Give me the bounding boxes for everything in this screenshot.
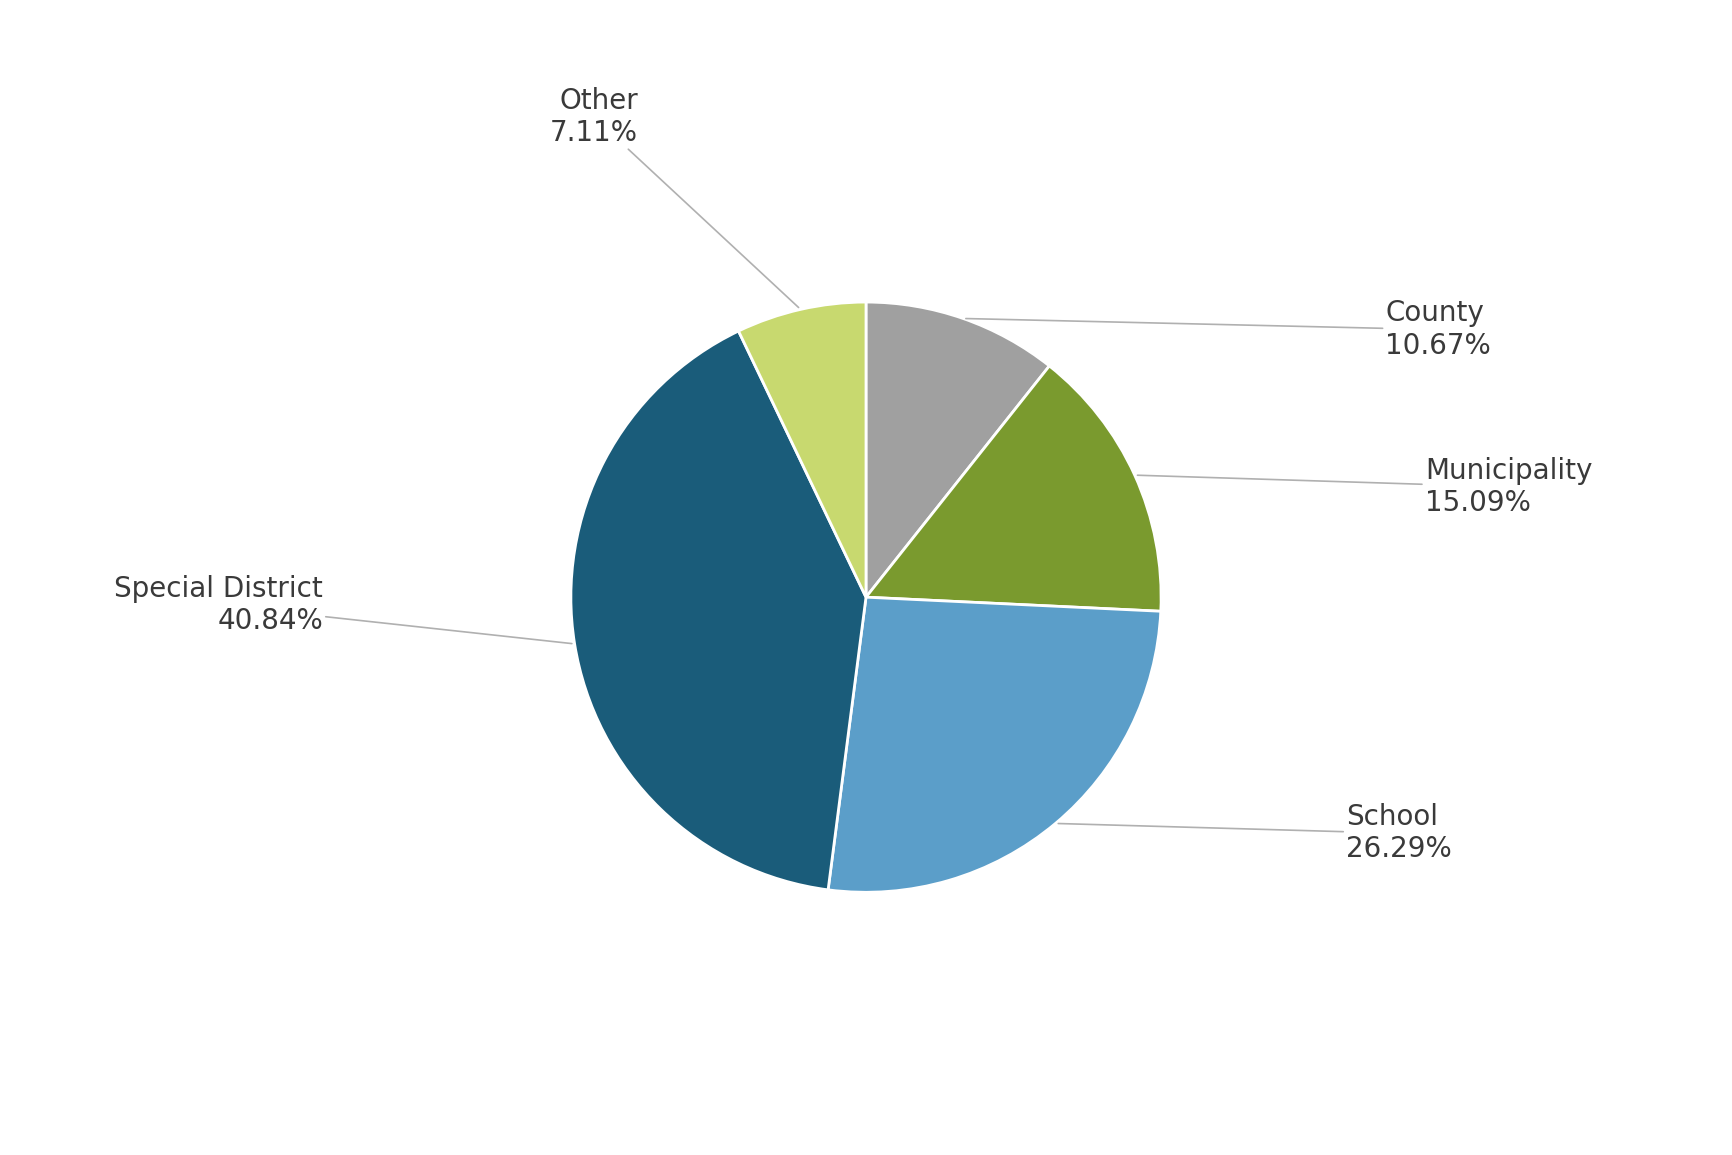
Wedge shape xyxy=(738,303,866,597)
Text: Municipality
15.09%: Municipality 15.09% xyxy=(1138,456,1592,517)
Wedge shape xyxy=(866,303,1050,597)
Wedge shape xyxy=(828,597,1160,893)
Text: County
10.67%: County 10.67% xyxy=(966,299,1491,360)
Wedge shape xyxy=(572,331,866,889)
Text: Other
7.11%: Other 7.11% xyxy=(549,87,798,307)
Text: Special District
40.84%: Special District 40.84% xyxy=(114,575,572,643)
Wedge shape xyxy=(866,366,1160,611)
Text: School
26.29%: School 26.29% xyxy=(1058,803,1451,864)
